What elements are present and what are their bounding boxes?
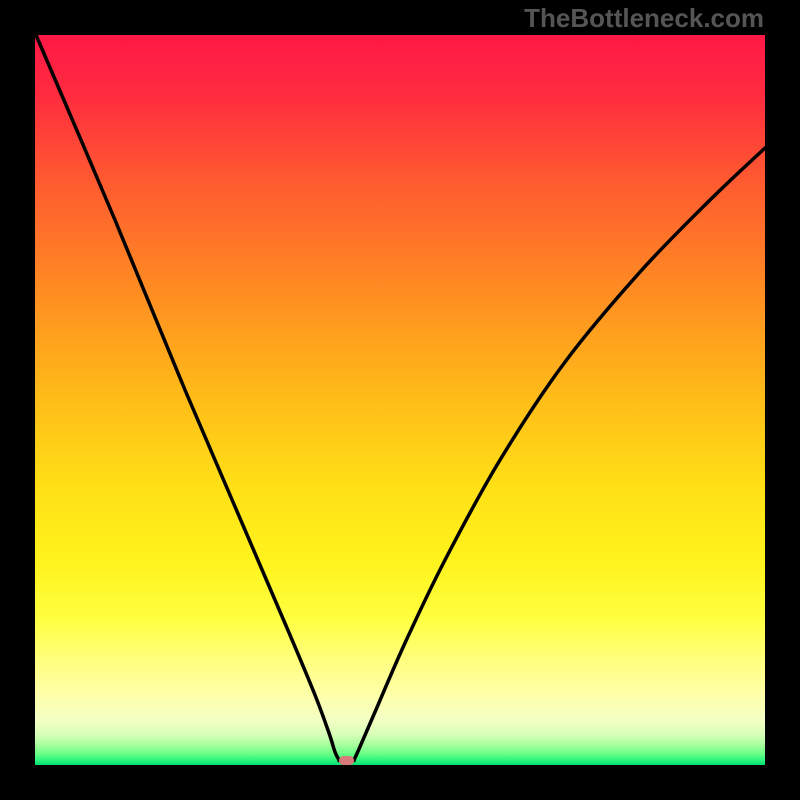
minimum-marker bbox=[339, 756, 354, 765]
gradient-plot-area bbox=[35, 35, 765, 765]
watermark-text: TheBottleneck.com bbox=[524, 3, 764, 34]
chart-container: TheBottleneck.com bbox=[0, 0, 800, 800]
